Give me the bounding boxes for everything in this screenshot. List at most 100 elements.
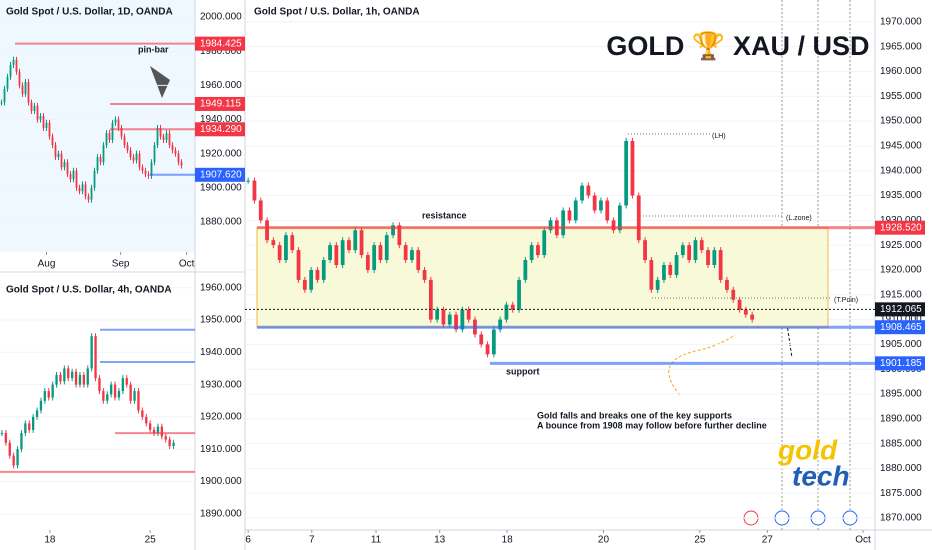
candle (428, 279, 433, 320)
y-tick-label: 1960.000 (880, 66, 922, 77)
price-tag-label: 1934.290 (200, 124, 242, 135)
candle (123, 136, 126, 146)
candle (93, 170, 96, 188)
candle (159, 128, 162, 137)
x-tick-label: 25 (694, 535, 706, 546)
candle (156, 128, 159, 146)
candle (347, 240, 351, 251)
candle (391, 225, 395, 236)
candle (372, 245, 377, 270)
candle (265, 220, 269, 241)
candle (120, 128, 123, 137)
candle (460, 309, 465, 330)
candle (168, 439, 171, 446)
candle (99, 157, 102, 163)
candle (510, 304, 515, 310)
logo-text: gold (777, 434, 838, 465)
candle (60, 153, 63, 168)
candle (152, 429, 156, 434)
chart-title: Gold Spot / U.S. Dollar, 4h, OANDA (6, 285, 172, 296)
candle (6, 76, 9, 89)
candle (148, 423, 152, 430)
x-tick-label: 13 (434, 535, 446, 546)
candle (523, 260, 528, 280)
candle (63, 368, 66, 382)
candle (718, 250, 723, 280)
x-tick-label: 18 (502, 535, 514, 546)
candle (16, 449, 19, 466)
y-tick-label: 1945.000 (880, 141, 922, 152)
y-tick-label: 1980.000 (200, 46, 242, 57)
candle (174, 150, 177, 154)
candle (117, 119, 120, 129)
candle (662, 265, 666, 280)
candle (18, 71, 21, 86)
candle (12, 59, 15, 65)
candle (529, 245, 534, 261)
chart-title: Gold Spot / U.S. Dollar, 1h, OANDA (254, 7, 420, 18)
x-tick-label: 6 (245, 535, 251, 546)
candle (4, 433, 8, 443)
candle (57, 153, 60, 158)
candle (75, 170, 78, 188)
y-tick-label: 2000.000 (200, 12, 242, 23)
annotation: (L.zone) (786, 215, 812, 222)
x-tick-label: 11 (371, 535, 382, 546)
candle (466, 309, 471, 320)
candle (252, 180, 257, 201)
candle (47, 391, 50, 398)
candle (82, 374, 86, 385)
y-tick-label: 1910.000 (200, 444, 242, 455)
candle (48, 122, 51, 137)
candle (731, 289, 736, 300)
price-tag (195, 167, 245, 182)
candle (504, 304, 509, 320)
arrow (668, 334, 736, 396)
candle (147, 174, 150, 176)
candle (410, 250, 414, 261)
y-tick-label: 1895.000 (880, 389, 922, 400)
candle (168, 133, 171, 146)
price-tag (875, 220, 925, 235)
candle (137, 391, 140, 411)
candle (129, 150, 132, 158)
arrow (150, 66, 170, 98)
candle (573, 200, 578, 221)
candle (258, 200, 263, 221)
candle (114, 119, 117, 123)
candle (102, 391, 105, 401)
candle (150, 162, 153, 176)
candle (624, 140, 629, 206)
price-tag (875, 320, 925, 335)
candle (643, 240, 647, 261)
candle (42, 116, 45, 129)
candle (21, 85, 24, 94)
candle (403, 245, 408, 261)
candle (141, 410, 144, 417)
annotation: A bounce from 1908 may follow before fur… (537, 420, 767, 430)
annotation: Gold falls and breaks one of the key sup… (537, 410, 732, 420)
x-tick-label: 27 (762, 535, 774, 546)
candle (649, 260, 654, 290)
candle (87, 196, 90, 200)
price-tag (195, 36, 245, 51)
candle (78, 374, 82, 385)
y-tick-label: 1915.000 (880, 289, 922, 300)
candle (96, 157, 99, 171)
candle (84, 184, 87, 197)
candle (567, 210, 572, 221)
annotation: pin-bar (138, 44, 169, 54)
annotation: (T.Poin) (834, 297, 858, 304)
candle (0, 433, 4, 435)
candle (74, 371, 78, 385)
y-tick-label: 1885.000 (880, 438, 922, 449)
candle (353, 230, 358, 251)
y-tick-label: 1880.000 (200, 217, 242, 228)
y-tick-label: 1880.000 (880, 463, 922, 474)
candle (384, 235, 389, 261)
candle (145, 416, 148, 424)
candle (63, 162, 66, 168)
candle (160, 426, 164, 437)
candle (246, 180, 251, 182)
candle (378, 245, 383, 261)
